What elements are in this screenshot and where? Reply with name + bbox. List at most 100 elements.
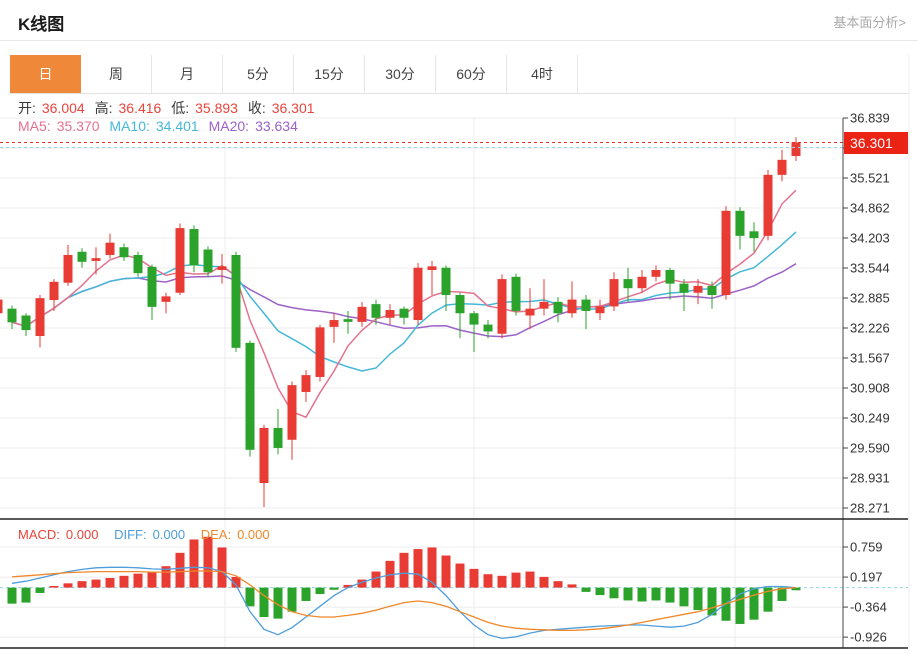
axis-tick-label: -0.364 [850,600,887,615]
ma10-label: MA10: [109,118,150,134]
ma5-label: MA5: [18,118,51,134]
axis-tick-label: 31.567 [850,351,890,366]
macd-bar [707,587,717,616]
macd-bar [469,568,479,588]
axis-tick-label: 34.862 [850,201,890,216]
axis-tick-label: 28.931 [850,471,890,486]
candle [0,299,3,314]
macd-label-value: MACD: 0.000 [18,527,99,542]
macd-bar [49,585,59,588]
macd-bar [399,552,409,588]
tab-4hour[interactable]: 4时 [507,55,578,93]
candle [595,306,605,314]
macd-bar [735,587,745,624]
macd-bar [301,587,311,601]
tab-month[interactable]: 月 [152,55,223,93]
tab-15min[interactable]: 15分 [294,55,365,93]
macd-bar [217,547,227,588]
candle [35,298,45,336]
axis-tick-label: 32.226 [850,321,890,336]
macd-bar [203,536,213,588]
candle [273,427,283,448]
macd-axis-labels: 0.759 0.197 -0.364 -0.926 [843,540,887,645]
candle [49,281,59,301]
diff-line [11,566,797,640]
macd-bar [287,587,297,612]
candle [693,285,703,293]
header-divider [0,40,918,41]
macd-bar [553,581,563,588]
dea-line [11,570,797,632]
tab-30min[interactable]: 30分 [365,55,436,93]
candle [707,285,717,296]
candle [413,267,423,321]
low-label: 低: [171,100,190,116]
candle [301,375,311,392]
candle [511,276,521,311]
macd-bar [511,572,521,588]
macd-bar [175,552,185,588]
ma-readout: MA5: 35.370 MA10: 34.401 MA20: 33.634 [18,118,304,134]
tab-5min[interactable]: 5分 [223,55,294,93]
macd-bar [77,581,87,588]
axis-tick-label: 28.271 [850,501,890,516]
candle [525,308,535,316]
macd-bar [441,555,451,588]
candle [637,276,647,289]
macd-bar [133,573,143,588]
macd-lines [11,566,797,640]
candle [539,301,549,309]
macd-bar [497,575,507,588]
close-value: 36.301 [271,100,315,116]
axis-tick-label: -0.926 [850,630,887,645]
candle [385,310,395,318]
macd-bar [609,587,619,599]
macd-bar [315,587,325,595]
macd-bar [21,587,31,603]
fundamental-analysis-link[interactable]: 基本面分析> [833,15,906,30]
candle [791,142,801,157]
candle [399,308,409,318]
axis-tick-label: 32.885 [850,291,890,306]
macd-bar [105,577,115,588]
ma-lines [11,189,797,419]
macd-bar [763,587,773,612]
candle [287,385,297,440]
tab-day[interactable]: 日 [10,55,81,93]
macd-bar [371,571,381,588]
ma5-line [11,189,797,419]
macd-bar [581,587,591,592]
candle [721,210,731,296]
candle [581,299,591,311]
ma20-label: MA20: [208,118,250,134]
macd-bar [595,587,605,596]
macd-bar [791,587,801,591]
open-value: 36.004 [41,100,85,116]
candle [441,267,451,296]
macd-bar [693,587,703,611]
macd-bar [665,587,675,603]
candle [21,315,31,331]
ma10-line [11,231,797,372]
high-value: 36.416 [118,100,162,116]
macd-bar [63,583,73,588]
axis-tick-label: 35.521 [850,171,890,186]
candle [749,231,759,239]
candle [735,210,745,236]
candlestick-series[interactable] [0,137,801,508]
macd-readout: MACD: 0.000 DIFF: 0.000 DEA: 0.000 [18,527,282,542]
price-axis-labels: 36.83936.18035.52134.86234.20333.54432.8… [843,111,890,516]
open-label: 开: [18,100,36,116]
candle [371,304,381,318]
candle [427,266,437,270]
macd-bar [623,587,633,601]
tab-60min[interactable]: 60分 [436,55,507,93]
page-title: K线图 [18,15,65,34]
candle [763,174,773,236]
tab-week[interactable]: 周 [81,55,152,93]
candle [651,269,661,277]
candle [553,301,563,314]
candle [203,249,213,273]
period-tabbar: 日 周 月 5分 15分 30分 60分 4时 [10,55,908,94]
